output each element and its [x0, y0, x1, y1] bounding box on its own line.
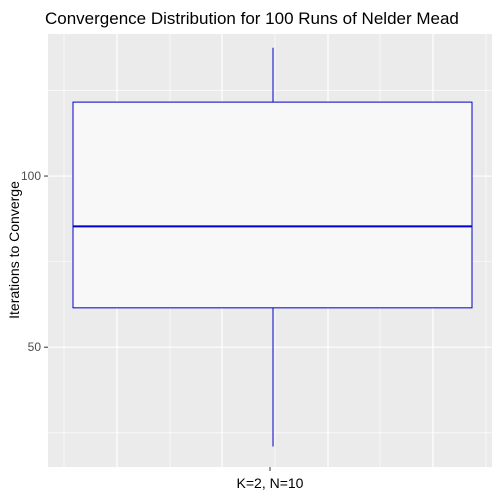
box-layer	[72, 47, 473, 447]
y-axis-label: Iterations to Converge	[6, 181, 22, 319]
y-tick-label: 50	[28, 340, 42, 354]
tick-layer: 50 100	[21, 169, 271, 471]
x-category-label: K=2, N=10	[237, 475, 304, 491]
box-iqr	[72, 101, 473, 309]
chart-title: Convergence Distribution for 100 Runs of…	[45, 9, 459, 28]
y-tick-label: 100	[21, 169, 41, 183]
